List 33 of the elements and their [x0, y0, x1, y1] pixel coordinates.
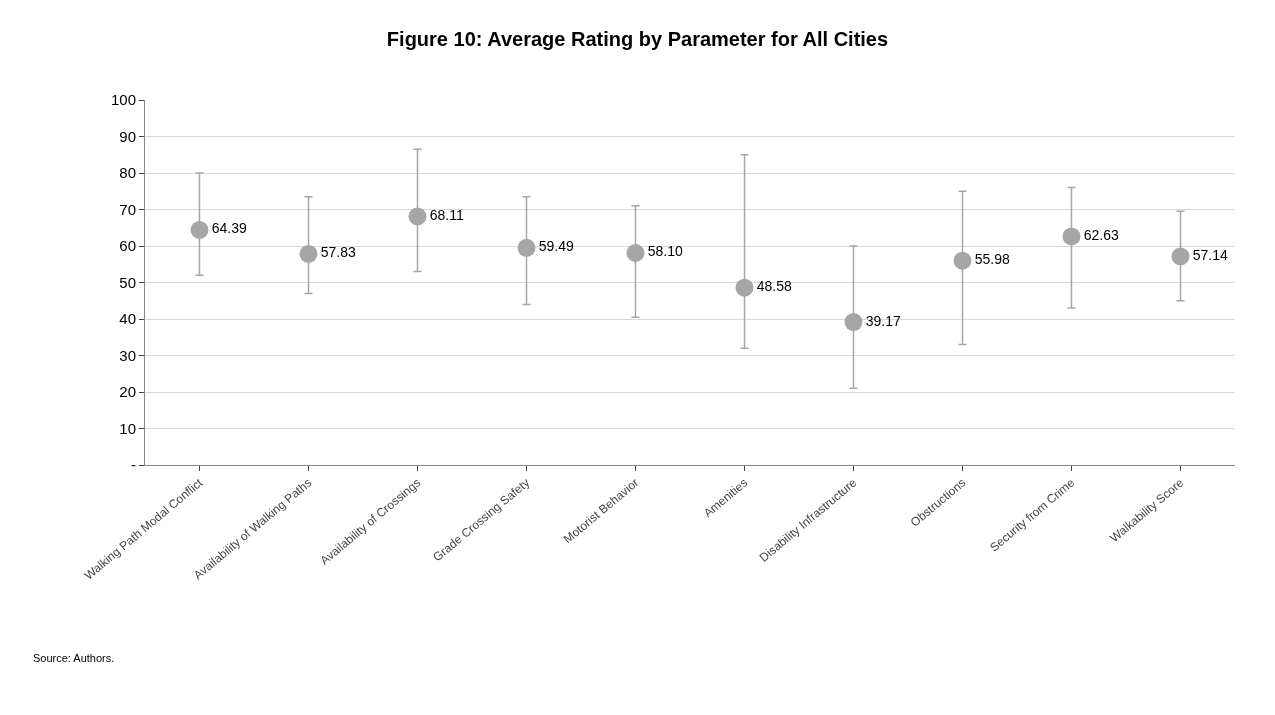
y-tick-label: 80 [119, 164, 136, 182]
data-label: 57.83 [320, 244, 356, 261]
point [408, 207, 427, 226]
y-tick-label: 50 [119, 273, 136, 291]
data-label: 59.49 [538, 238, 574, 255]
point [735, 278, 754, 297]
data-label: 68.11 [429, 206, 464, 223]
chart-title: Figure 10: Average Rating by Parameter for All Cities [386, 28, 889, 51]
point [517, 238, 536, 257]
data-label: 48.58 [756, 278, 792, 295]
y-tick-label: 30 [119, 346, 136, 364]
point [299, 244, 318, 263]
point [1171, 247, 1190, 266]
point [844, 313, 863, 332]
data-label: 39.17 [865, 312, 901, 329]
y-tick-label: 90 [119, 127, 136, 145]
data-label: 58.10 [647, 243, 683, 260]
y-tick-label: 40 [119, 310, 136, 328]
point [626, 243, 645, 262]
y-tick-label: 10 [119, 419, 136, 437]
point [1062, 227, 1081, 246]
data-label: 64.39 [211, 220, 247, 237]
y-tick-label: 60 [119, 237, 136, 255]
data-label: 55.98 [974, 251, 1010, 268]
data-label: 62.63 [1083, 226, 1119, 243]
y-tick-label: - [131, 456, 136, 474]
point [953, 251, 972, 270]
point [190, 220, 209, 239]
y-tick-label: 20 [119, 383, 136, 401]
y-tick-label: 70 [119, 200, 136, 218]
source-note: Source: Authors. [33, 652, 115, 664]
y-tick-label: 100 [110, 91, 136, 109]
data-label: 57.14 [1192, 246, 1228, 263]
